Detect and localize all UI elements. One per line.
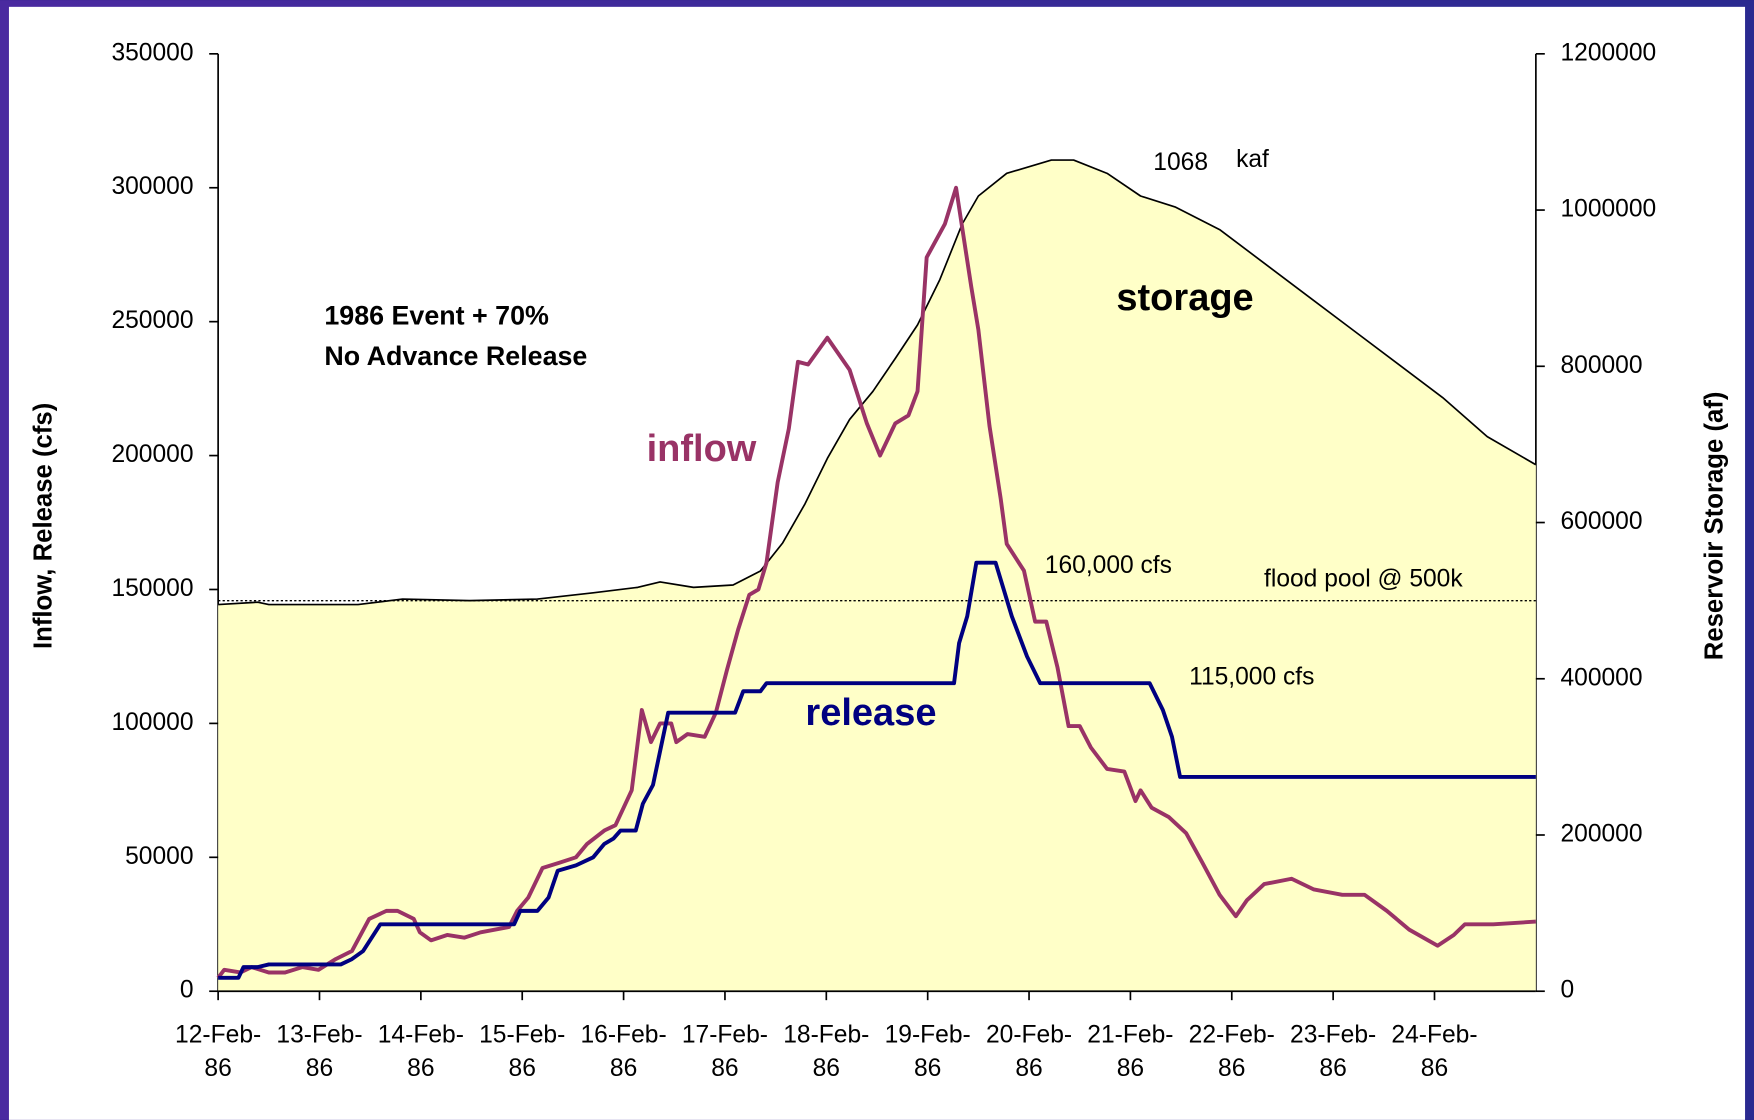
y2-tick-label: 400000 — [1560, 664, 1642, 691]
x-tick-label-box: 20-Feb-86 — [985, 1020, 1073, 1082]
y-tick-label: 300000 — [111, 173, 193, 200]
x-tick-label: 19-Feb-86 — [884, 1020, 971, 1082]
storage-area — [218, 160, 1536, 992]
x-tick-label: 15-Feb-86 — [479, 1020, 566, 1082]
annotation: kaf — [1236, 146, 1269, 173]
x-tick-label-box: 12-Feb-86 — [175, 1020, 262, 1082]
x-tick-label: 23-Feb-86 — [1290, 1020, 1377, 1082]
y-tick-label: 100000 — [111, 709, 193, 736]
x-tick-label-box: 13-Feb-86 — [276, 1020, 363, 1082]
x-tick-label-box: 24-Feb-86 — [1391, 1020, 1478, 1082]
y2-tick-label: 600000 — [1560, 508, 1642, 535]
y-tick-label: 150000 — [111, 575, 193, 602]
series-line — [218, 159, 1537, 606]
y2-tick-label: 200000 — [1560, 820, 1642, 847]
x-tick-label-box: 18-Feb-86 — [783, 1020, 870, 1082]
annotation: 115,000 cfs — [1189, 664, 1314, 691]
series-line — [216, 185, 1536, 980]
series-label: release — [805, 692, 936, 734]
x-tick-label: 14-Feb-86 — [377, 1020, 464, 1082]
x-tick-label: 12-Feb-86 — [175, 1020, 262, 1082]
y-tick-label: 50000 — [125, 843, 193, 870]
y-tick-label: 350000 — [111, 39, 193, 66]
x-tick-label: 18-Feb-86 — [783, 1020, 870, 1082]
annotation: 1068 — [1153, 149, 1208, 176]
x-tick-label-box: 17-Feb-86 — [681, 1020, 769, 1082]
x-tick-label-box: 21-Feb-86 — [1087, 1020, 1174, 1082]
annotation: No Advance Release — [324, 341, 587, 371]
y2-tick-label: 0 — [1560, 977, 1574, 1004]
y2-tick-label: 800000 — [1560, 352, 1642, 379]
y-tick-label: 0 — [180, 977, 194, 1004]
y2-tick-label: 1200000 — [1560, 39, 1656, 66]
x-tick-label: 13-Feb-86 — [276, 1020, 363, 1082]
x-tick-label: 20-Feb-86 — [985, 1020, 1073, 1082]
x-tick-label: 16-Feb-86 — [580, 1020, 667, 1082]
series-label: inflow — [647, 428, 757, 470]
x-tick-label-box: 19-Feb-86 — [884, 1020, 971, 1082]
annotation: 1986 Event + 70% — [324, 301, 549, 331]
x-tick-label: 24-Feb-86 — [1391, 1020, 1478, 1082]
series-line — [218, 560, 1536, 980]
x-tick-label-box: 14-Feb-86 — [377, 1020, 464, 1082]
annotation: 160,000 cfs — [1045, 552, 1172, 579]
plot-area: 0 50000 100000 150000 200000 250000 300000 3500… — [111, 39, 1656, 1082]
annotation: flood pool @ 500k — [1264, 565, 1463, 592]
x-tick-label: 17-Feb-86 — [681, 1020, 769, 1082]
y2-tick-label: 1000000 — [1560, 196, 1656, 223]
y-axis-title: Inflow, Release (cfs) — [29, 403, 57, 649]
x-tick-label-box: 22-Feb-86 — [1188, 1020, 1275, 1082]
y-tick-label: 200000 — [111, 441, 193, 468]
y-tick-label: 250000 — [111, 307, 193, 334]
x-tick-label: 21-Feb-86 — [1087, 1020, 1174, 1082]
series-label: storage — [1116, 277, 1253, 319]
x-tick-label-box: 15-Feb-86 — [479, 1020, 566, 1082]
x-tick-label-box: 16-Feb-86 — [580, 1020, 667, 1082]
x-tick-label: 22-Feb-86 — [1188, 1020, 1275, 1082]
x-tick-label-box: 23-Feb-86 — [1290, 1020, 1377, 1082]
y2-axis-title: Reservoir Storage (af) — [1701, 392, 1729, 661]
